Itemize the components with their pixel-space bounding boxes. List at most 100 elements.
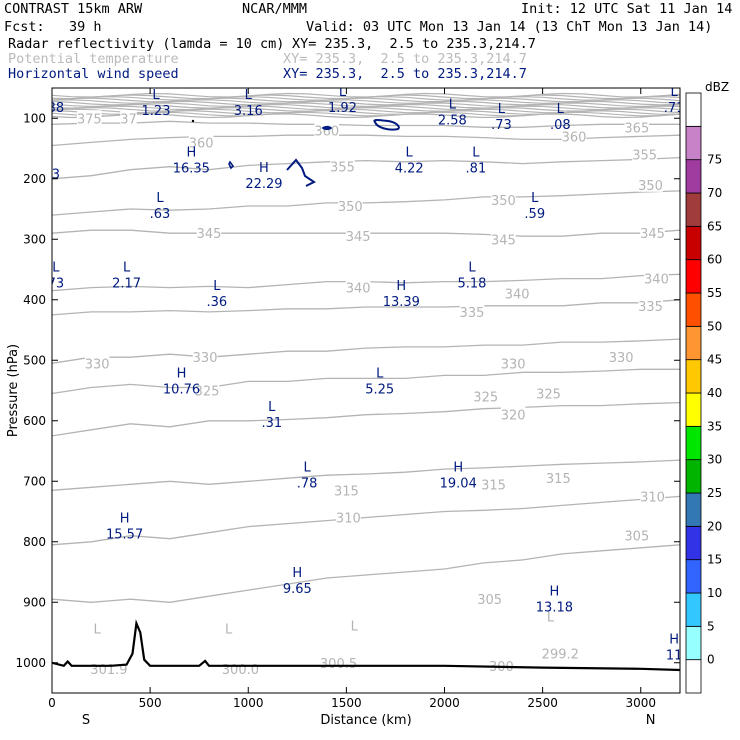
wind-low-marker: L	[670, 85, 678, 100]
wind-speed-value: 16.35	[173, 162, 210, 177]
wind-speed-value: 3.16	[234, 104, 263, 119]
theta-label: 340	[346, 282, 371, 297]
theta-label: 315	[546, 472, 571, 487]
theta-label: 315	[481, 478, 506, 493]
wind-speed-value: .71	[664, 101, 685, 116]
colorbar-segment	[685, 525, 702, 561]
theta-label-bg	[608, 349, 634, 365]
wind-speed-value: .63	[150, 207, 171, 222]
theta-contour-325	[52, 368, 680, 395]
theta-label-bg	[491, 191, 516, 207]
theta-label: 320	[501, 409, 526, 424]
theta-label: 345	[640, 227, 665, 242]
theta-label-bg	[192, 349, 218, 365]
theta-label-bg	[500, 355, 526, 371]
colorbar-level-label: 25	[707, 486, 722, 500]
theta-label-bg	[504, 285, 530, 301]
theta-label-bg	[638, 297, 663, 313]
x-tick-label: 3000	[625, 696, 656, 710]
colorbar-segment	[685, 292, 702, 327]
theta-label: 335	[460, 306, 485, 321]
colorbar-level-label: 45	[707, 353, 722, 367]
colorbar-segment	[685, 125, 702, 161]
theta-label-bg	[640, 488, 665, 504]
theta-label: 300.5	[320, 657, 357, 672]
colorbar-segment	[685, 192, 702, 227]
wind-low-marker: L	[449, 97, 457, 112]
wind-low-marker: L	[213, 279, 221, 294]
wind-speed-value: 9.65	[283, 582, 312, 597]
wind-low-marker: L	[156, 191, 164, 206]
theta-stratosphere-line	[52, 95, 680, 101]
theta-label-bg	[539, 645, 581, 661]
org-label: NCAR/MMM	[242, 1, 308, 17]
theta-contour-320	[52, 401, 680, 437]
colorbar-segment	[685, 325, 702, 361]
theta-contour-330	[52, 338, 680, 364]
y-tick-label: 100	[23, 111, 46, 125]
theta-label-bg	[624, 527, 650, 543]
theta-contour-355	[52, 156, 680, 180]
y-tick-label: 400	[23, 293, 46, 307]
x-tick-label: 1500	[331, 696, 362, 710]
wind-speed-value: .81	[466, 162, 487, 177]
theta-label: 350	[338, 200, 363, 215]
theta-label-bg	[477, 591, 502, 607]
theta-label-bg	[561, 128, 587, 144]
theta-label: 330	[85, 357, 110, 372]
y-tick-label: 200	[23, 172, 46, 186]
wind-low-marker: L	[52, 261, 60, 276]
north-end-label: N	[646, 713, 656, 728]
wind-speed-value: .36	[207, 295, 228, 310]
reflectivity-dot	[191, 119, 195, 123]
wind-low-marker: L	[531, 191, 539, 206]
theta-stratosphere-line	[52, 111, 680, 117]
wind-low-marker: L	[472, 146, 480, 161]
theta-label: 350	[638, 179, 663, 194]
colorbar-segment	[685, 392, 702, 427]
theta-label-bg	[338, 197, 363, 213]
theta-low-marker: L	[225, 623, 233, 638]
wind-low-marker: L	[245, 88, 253, 103]
wind-low-marker: L	[152, 88, 160, 103]
theta-label: 360	[562, 130, 587, 145]
theta-label-bg	[459, 303, 485, 319]
theta-label: 330	[609, 351, 634, 366]
theta-label: 360	[189, 136, 214, 151]
y-tick-label: 800	[23, 535, 46, 549]
colorbar-segment	[685, 359, 702, 394]
theta-label-bg	[624, 119, 650, 135]
theta-contour-335	[52, 299, 680, 316]
wind-low-marker: L	[376, 366, 384, 381]
wind-high-marker: H	[292, 566, 302, 581]
colorbar-level-label: 70	[707, 186, 722, 200]
theta-label-bg	[188, 134, 214, 150]
theta-label: 330	[501, 357, 526, 372]
wind-high-marker: H	[669, 633, 679, 648]
wind-low-marker: L	[268, 400, 276, 415]
wind-speed-value: .73	[491, 118, 512, 133]
theta-label: 330	[193, 351, 218, 366]
theta-contour-365	[52, 120, 680, 128]
theta-label-bg	[546, 470, 571, 486]
wind-speed-value: 38	[48, 101, 65, 116]
theta-label-bg	[345, 228, 371, 244]
colorbar-level-label: 75	[707, 153, 722, 167]
theta-label-bg	[481, 476, 506, 492]
theta-label: 315	[334, 484, 359, 499]
theta-label: 360	[314, 124, 339, 139]
theta-label-bg	[500, 406, 526, 422]
theta-label: 350	[491, 194, 516, 209]
field-theta: Potential temperature	[8, 51, 179, 67]
wind-speed-value: 11	[666, 649, 683, 664]
wind-high-marker: H	[120, 512, 130, 527]
wind-speed-value: 2.17	[112, 277, 141, 292]
theta-label: 305	[477, 593, 502, 608]
theta-label: 345	[197, 227, 222, 242]
y-tick-label: 1000	[15, 656, 46, 670]
theta-label: 325	[195, 385, 220, 400]
wind-speed-value: .08	[550, 118, 571, 133]
wind-low-marker: L	[468, 261, 476, 276]
y-tick-label: 900	[23, 595, 46, 609]
wind-low-marker: L	[123, 261, 131, 276]
